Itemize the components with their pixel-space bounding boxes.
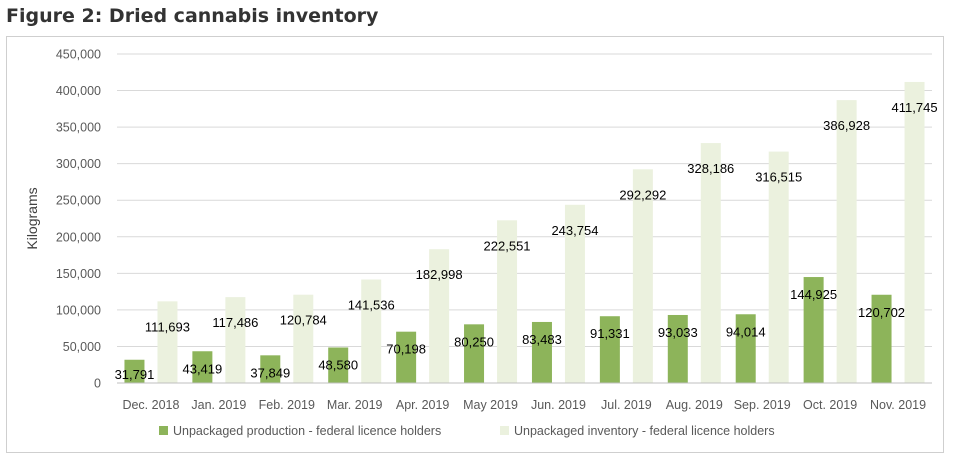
y-tick-label: 50,000 (63, 340, 101, 354)
x-tick-label: Sep. 2019 (734, 398, 791, 412)
x-tick-label: May 2019 (463, 398, 518, 412)
production-bar (871, 294, 892, 383)
x-tick-label: Jan. 2019 (191, 398, 246, 412)
y-axis-ticks: 0 50,000 100,000 150,000 200,000 250,000 300,0… (56, 48, 101, 391)
production-bar (803, 277, 824, 383)
production-bar (260, 355, 281, 383)
production-data-label: 37,849 (250, 365, 290, 380)
inventory-bar (157, 301, 178, 383)
inventory-data-label: 141,536 (348, 298, 395, 313)
inventory-data-label: 117,486 (212, 315, 258, 330)
production-data-label: 144,925 (790, 287, 837, 302)
production-data-label: 120,702 (858, 305, 905, 320)
bars (124, 81, 925, 383)
inventory-data-label: 316,515 (755, 170, 802, 185)
inventory-data-label: 182,998 (416, 267, 463, 282)
production-data-label: 93,033 (658, 325, 698, 340)
production-data-label: 91,331 (590, 326, 630, 341)
production-data-label: 94,014 (726, 324, 766, 339)
y-tick-label: 100,000 (56, 303, 101, 317)
inventory-data-label: 386,928 (823, 118, 870, 133)
inventory-data-label: 243,754 (551, 223, 598, 238)
inventory-bar (632, 169, 653, 383)
legend-swatch (159, 426, 168, 435)
production-bar (192, 351, 213, 383)
inventory-bar (361, 279, 382, 383)
production-bar (531, 321, 552, 383)
x-tick-label: Jul. 2019 (601, 398, 652, 412)
inventory-data-label: 328,186 (687, 161, 734, 176)
legend-swatch (500, 426, 509, 435)
inventory-bar (293, 294, 314, 383)
inventory-data-label: 111,693 (145, 319, 190, 334)
gridlines (117, 53, 932, 347)
inventory-data-label: 292,292 (619, 187, 666, 202)
inventory-bar (700, 143, 721, 383)
inventory-bar (836, 100, 857, 383)
chart-frame: 0 50,000 100,000 150,000 200,000 250,000 300,0… (6, 36, 944, 453)
x-tick-label: Feb. 2019 (259, 398, 315, 412)
legend: Unpackaged production - federal licence … (159, 424, 775, 438)
inventory-bar (564, 204, 585, 383)
x-tick-label: Aug. 2019 (666, 398, 723, 412)
x-tick-label: Apr. 2019 (396, 398, 450, 412)
production-data-label: 70,198 (386, 342, 426, 357)
figure-title: Figure 2: Dried cannabis inventory (6, 5, 379, 27)
inventory-bar (904, 81, 925, 383)
y-tick-label: 400,000 (56, 84, 101, 98)
production-data-label: 31,791 (115, 367, 155, 382)
x-axis-ticks: Dec. 2018 Jan. 2019 Feb. 2019 Mar. 2019 Apr.… (122, 398, 926, 412)
inventory-data-label: 411,745 (892, 100, 938, 115)
production-bar (667, 314, 688, 383)
y-axis-label: Kilograms (24, 187, 40, 249)
inventory-data-label: 222,551 (484, 238, 531, 253)
legend-label: Unpackaged production - federal licence … (173, 424, 441, 438)
x-tick-label: Dec. 2018 (122, 398, 179, 412)
production-data-label: 43,419 (182, 361, 222, 376)
inventory-bar (497, 220, 518, 383)
production-bar (735, 314, 756, 383)
x-tick-label: Oct. 2019 (803, 398, 857, 412)
inventory-bar (225, 297, 246, 383)
data-labels: 31,791 111,693 43,419 117,486 37,849 120,784 4… (115, 100, 938, 382)
production-data-label: 83,483 (522, 332, 562, 347)
production-data-label: 80,250 (454, 334, 494, 349)
production-data-label: 48,580 (318, 357, 358, 372)
production-bar (396, 331, 417, 383)
inventory-data-label: 120,784 (280, 313, 327, 328)
inventory-bar (768, 151, 789, 383)
x-tick-label: Nov. 2019 (870, 398, 926, 412)
y-tick-label: 450,000 (56, 48, 101, 62)
legend-label: Unpackaged inventory - federal licence h… (514, 424, 775, 438)
y-tick-label: 350,000 (56, 121, 101, 135)
production-bar (124, 359, 145, 383)
y-tick-label: 200,000 (56, 230, 101, 244)
inventory-bar (429, 249, 450, 383)
x-tick-label: Jun. 2019 (531, 398, 586, 412)
y-tick-label: 0 (94, 377, 101, 391)
production-bar (599, 316, 620, 383)
bar-chart: 0 50,000 100,000 150,000 200,000 250,000 300,0… (24, 48, 938, 439)
production-bar (464, 324, 485, 383)
y-tick-label: 300,000 (56, 157, 101, 171)
y-tick-label: 150,000 (56, 267, 101, 281)
production-bar (328, 347, 349, 383)
x-tick-label: Mar. 2019 (327, 398, 383, 412)
y-tick-label: 250,000 (56, 194, 101, 208)
